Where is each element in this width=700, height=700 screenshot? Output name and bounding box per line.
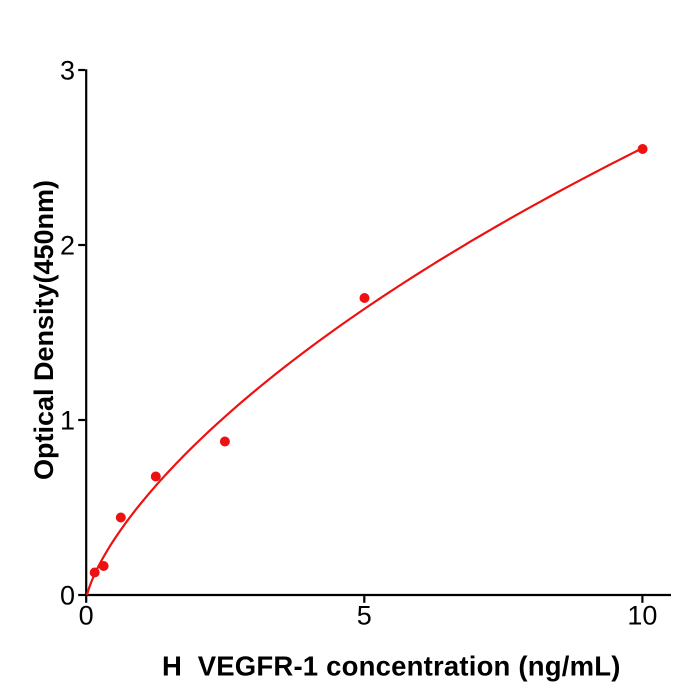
svg-text:0: 0 [79, 601, 94, 631]
svg-text:10: 10 [627, 601, 657, 631]
svg-text:1: 1 [60, 405, 75, 435]
svg-text:5: 5 [357, 601, 372, 631]
svg-text:0: 0 [60, 580, 75, 610]
svg-text:2: 2 [60, 230, 75, 260]
svg-text:3: 3 [60, 55, 75, 85]
svg-text:H VEGFR-1 concentration (ng/m: H VEGFR-1 concentration (ng/mL) [162, 651, 621, 682]
svg-text:Optical Density(450nm): Optical Density(450nm) [29, 180, 59, 480]
